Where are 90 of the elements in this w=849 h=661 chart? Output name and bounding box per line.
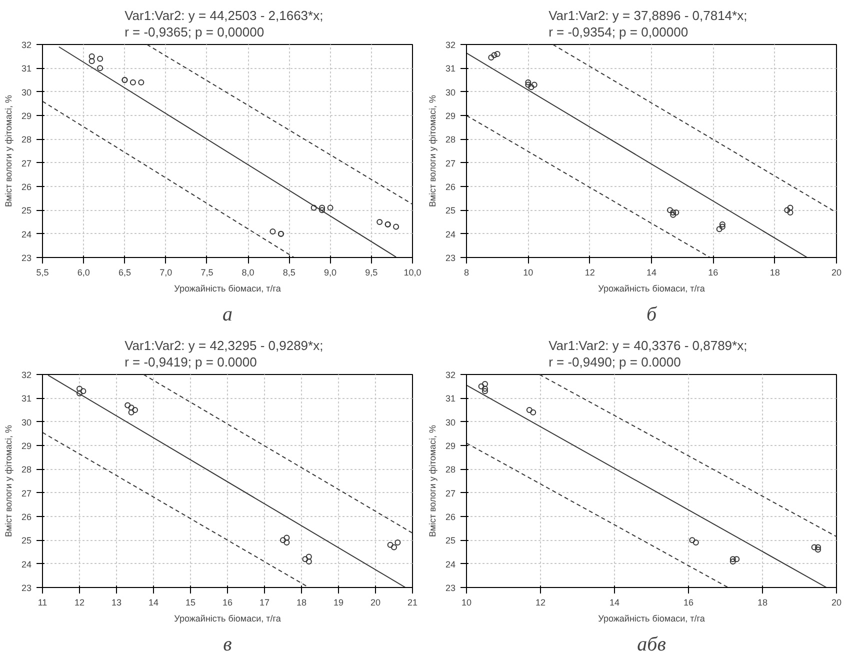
- y-tick-label: 23: [21, 583, 32, 593]
- chart-title: Var1:Var2: y = 37,8896 - 0,7814*x; r = -0,9354; p = 0,00000: [548, 8, 748, 40]
- x-axis-title: Урожайність біомаси, т/га: [598, 284, 705, 294]
- y-tick-label: 32: [21, 40, 32, 50]
- y-tick-label: 24: [21, 559, 32, 570]
- x-tick-label: 21: [407, 598, 418, 608]
- x-tick-label: 5,5: [36, 268, 49, 278]
- x-tick-label: 10: [461, 598, 472, 608]
- y-tick-label: 27: [445, 488, 456, 498]
- y-tick-label: 26: [21, 512, 32, 522]
- y-tick-label: 30: [21, 417, 32, 428]
- y-tick-label: 28: [21, 464, 32, 475]
- y-tick-label: 23: [21, 253, 32, 263]
- y-tick-label: 32: [445, 370, 456, 380]
- text: абв: [637, 634, 666, 656]
- y-tick-label: 24: [445, 559, 456, 570]
- chart-title: Var1:Var2: y = 40,3376 - 0,8789*x; r = -0,9490; p = 0.0000: [548, 338, 748, 370]
- x-tick-label: 18: [296, 598, 307, 608]
- x-tick-label: 14: [148, 598, 159, 608]
- x-tick-label: 13: [111, 598, 122, 608]
- text: а: [222, 304, 232, 326]
- y-tick-label: 27: [445, 158, 456, 168]
- y-tick-label: 26: [445, 182, 456, 192]
- x-axis-title: Урожайність біомаси, т/га: [174, 614, 281, 624]
- x-tick-label: 6,5: [118, 268, 131, 278]
- x-tick-label: 7,0: [160, 268, 172, 278]
- y-tick-label: 23: [445, 253, 456, 263]
- x-tick-label: 14: [609, 598, 620, 608]
- x-tick-label: 20: [831, 598, 842, 608]
- x-tick-label: 7,5: [200, 268, 214, 278]
- y-axis-title: Вміст вологи у фітомасі, %: [427, 424, 438, 537]
- y-tick-label: 29: [21, 441, 32, 451]
- text: в: [223, 634, 232, 656]
- y-tick-label: 28: [445, 464, 456, 475]
- x-tick-label: 20: [370, 598, 381, 608]
- x-tick-label: 10,0: [404, 268, 422, 278]
- y-tick-label: 24: [445, 229, 456, 240]
- x-tick-label: 8: [464, 268, 470, 278]
- x-axis-title: Урожайність біомаси, т/га: [174, 284, 281, 294]
- y-tick-label: 30: [445, 417, 456, 428]
- x-tick-label: 8,5: [282, 268, 296, 278]
- x-tick-label: 18: [770, 268, 780, 278]
- x-tick-label: 17: [259, 598, 270, 608]
- x-tick-label: 16: [708, 268, 718, 278]
- y-axis-title: Вміст вологи у фітомасі, %: [427, 94, 438, 207]
- y-tick-label: 32: [21, 370, 32, 380]
- x-tick-label: 12: [74, 598, 85, 608]
- y-tick-label: 32: [445, 40, 456, 50]
- x-tick-label: 8,0: [242, 268, 254, 278]
- x-tick-label: 9,5: [365, 268, 378, 278]
- x-tick-label: 20: [831, 268, 842, 278]
- y-tick-label: 30: [21, 87, 32, 98]
- y-tick-label: 27: [21, 488, 32, 498]
- y-tick-label: 27: [21, 158, 32, 168]
- y-tick-label: 29: [445, 111, 456, 121]
- y-tick-label: 24: [21, 229, 32, 240]
- y-tick-label: 28: [21, 134, 32, 145]
- y-axis-title: Вміст вологи у фітомасі, %: [3, 94, 14, 207]
- y-tick-label: 26: [445, 512, 456, 522]
- x-tick-label: 10: [523, 268, 534, 278]
- y-tick-label: 31: [21, 394, 32, 404]
- chart-title: Var1:Var2: y = 42,3295 - 0,9289*x; r = -0,9419; p = 0.0000: [124, 338, 324, 370]
- y-tick-label: 23: [445, 583, 456, 593]
- y-tick-label: 25: [445, 206, 456, 216]
- x-tick-label: 16: [222, 598, 233, 608]
- y-tick-label: 28: [445, 134, 456, 145]
- y-tick-label: 25: [21, 536, 32, 546]
- y-axis-title: Вміст вологи у фітомасі, %: [3, 424, 14, 537]
- chart-title: Var1:Var2: y = 44,2503 - 2,1663*x; r = -0,9365; p = 0,00000: [124, 8, 324, 40]
- x-tick-label: 18: [757, 598, 768, 608]
- x-tick-label: 16: [683, 598, 694, 608]
- x-tick-label: 12: [584, 268, 595, 278]
- y-tick-label: 29: [21, 111, 32, 121]
- x-tick-label: 11: [38, 598, 48, 608]
- x-axis-title: Урожайність біомаси, т/га: [598, 614, 705, 624]
- y-tick-label: 25: [445, 536, 456, 546]
- y-tick-label: 31: [445, 394, 456, 404]
- x-tick-label: 19: [333, 598, 344, 608]
- x-tick-label: 9,0: [324, 268, 337, 278]
- x-tick-label: 12: [535, 598, 546, 608]
- y-tick-label: 31: [21, 64, 32, 74]
- x-tick-label: 15: [185, 598, 196, 608]
- text: б: [646, 304, 658, 326]
- y-tick-label: 26: [21, 182, 32, 192]
- y-tick-label: 29: [445, 441, 456, 451]
- y-tick-label: 30: [445, 87, 456, 98]
- x-tick-label: 6,0: [77, 268, 90, 278]
- y-tick-label: 31: [445, 64, 456, 74]
- y-tick-label: 25: [21, 206, 32, 216]
- x-tick-label: 14: [646, 268, 657, 278]
